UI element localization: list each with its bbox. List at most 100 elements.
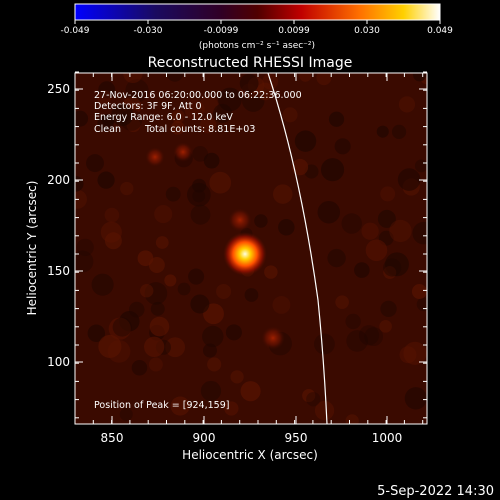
texture-blob — [358, 325, 380, 346]
texture-blob — [104, 207, 120, 223]
y-axis-label: Heliocentric Y (arcsec) — [25, 181, 39, 316]
texture-blob — [399, 346, 417, 364]
texture-blob — [213, 103, 232, 123]
texture-blob — [317, 200, 341, 224]
texture-blob — [224, 401, 239, 416]
colorbar-tick-label: 0.0099 — [278, 26, 310, 36]
texture-blob — [345, 313, 361, 330]
texture-blob — [240, 381, 261, 402]
texture-blob — [361, 222, 379, 240]
texture-blob — [365, 239, 388, 262]
y-tick-label: 200 — [47, 173, 70, 187]
texture-blob — [190, 294, 210, 314]
texture-blob — [111, 103, 134, 126]
texture-blob — [184, 99, 205, 120]
texture-blob — [411, 284, 427, 300]
texture-blob — [202, 343, 217, 358]
texture-blob — [202, 325, 224, 348]
x-tick-label: 900 — [193, 431, 216, 445]
texture-blob — [380, 300, 397, 318]
texture-blob — [254, 214, 268, 228]
y-tick-label: 250 — [47, 82, 70, 96]
texture-blob — [108, 317, 131, 340]
texture-blob — [316, 73, 332, 86]
texture-blob — [379, 320, 392, 333]
texture-blob — [328, 111, 345, 127]
peak-source — [223, 232, 267, 276]
plot-title: Reconstructed RHESSI Image — [148, 55, 353, 71]
texture-blob — [239, 73, 259, 93]
x-tick-label: 950 — [285, 431, 308, 445]
texture-blob — [225, 324, 242, 341]
colorbar-tick-label: -0.049 — [60, 26, 89, 36]
texture-blob — [154, 205, 173, 224]
colorbar-unit-label: (photons cm⁻² s⁻¹ asec⁻²) — [199, 41, 315, 51]
texture-blob — [413, 73, 427, 82]
texture-blob — [364, 327, 384, 347]
texture-blob — [416, 297, 427, 312]
texture-blob — [334, 138, 351, 155]
texture-blob — [100, 221, 122, 243]
texture-blob — [164, 274, 177, 287]
texture-blob — [209, 171, 232, 194]
texture-blob — [97, 89, 112, 105]
texture-blob — [199, 117, 217, 134]
texture-blob — [380, 186, 396, 202]
axis-ticks — [74, 71, 427, 424]
solar-limb-line — [267, 73, 328, 424]
texture-blob — [171, 109, 185, 124]
info-energy: Energy Range: 6.0 - 12.0 keV — [94, 112, 233, 123]
texture-blob — [389, 219, 412, 243]
texture-blob — [128, 301, 145, 318]
secondary-source — [145, 147, 165, 167]
texture-blob — [341, 213, 362, 234]
texture-blob — [86, 154, 104, 173]
texture-blob — [314, 400, 335, 421]
info-block: 27-Nov-2016 06:20:00.000 to 06:22:36.000… — [94, 90, 302, 135]
texture-blob — [188, 268, 205, 285]
texture-blob — [170, 120, 185, 135]
texture-blob — [139, 283, 154, 298]
secondary-source — [173, 142, 193, 162]
texture-blob — [216, 283, 232, 299]
texture-blob — [87, 324, 106, 343]
texture-blob — [404, 387, 427, 410]
texture-blob — [241, 89, 265, 112]
info-time-range: 27-Nov-2016 06:20:00.000 to 06:22:36.000 — [94, 90, 302, 101]
texture-blob — [299, 73, 312, 82]
texture-blob — [278, 219, 295, 236]
texture-blob — [383, 258, 402, 277]
texture-blob — [101, 113, 115, 127]
x-tick-label: 1000 — [372, 431, 403, 445]
texture-blob — [397, 168, 421, 191]
texture-blob — [414, 159, 427, 173]
texture-blob — [120, 108, 143, 131]
info-detectors: Detectors: 3F 9F, Att 0 — [94, 101, 202, 112]
colorbar-tick-label: 0.049 — [427, 26, 453, 36]
texture-blob — [125, 78, 149, 103]
texture-blob — [294, 130, 317, 152]
colorbar-tick-label: -0.030 — [133, 26, 162, 36]
texture-blob — [166, 73, 184, 82]
texture-blob — [203, 152, 220, 169]
secondary-source — [261, 326, 285, 350]
texture-blob — [207, 357, 222, 372]
texture-blob — [256, 82, 274, 101]
texture-blob — [75, 175, 84, 192]
texture-blob — [137, 250, 154, 267]
texture-blob — [383, 266, 397, 280]
texture-blob — [272, 296, 291, 314]
colorbar-scale — [74, 3, 441, 21]
texture-blob — [144, 282, 168, 305]
texture-blob — [75, 110, 89, 127]
texture-blob — [282, 107, 298, 123]
texture-blob — [150, 301, 165, 316]
texture-blob — [244, 288, 259, 302]
info-counts: Total counts: 8.81E+03 — [144, 124, 255, 135]
texture-blob — [155, 236, 169, 249]
texture-blob — [91, 273, 114, 296]
texture-blob — [327, 248, 346, 268]
texture-blob — [377, 209, 396, 228]
colorbar-tick-label: -0.0099 — [204, 26, 239, 36]
texture-blob — [148, 357, 163, 372]
